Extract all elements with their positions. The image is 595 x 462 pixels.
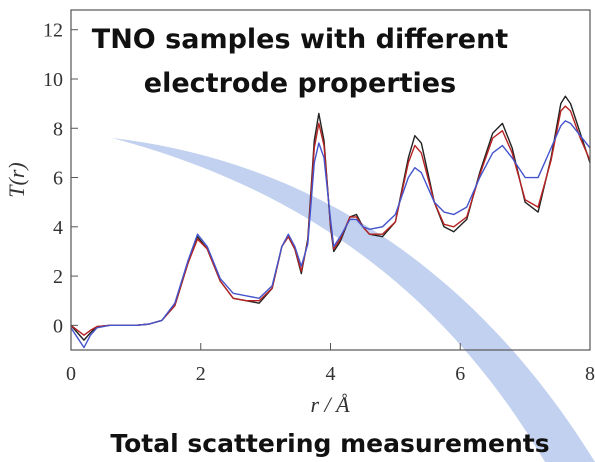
title-line: electrode properties	[144, 68, 456, 99]
plot	[70, 95, 591, 349]
y-tick-label: 12	[43, 20, 63, 42]
decor-arc	[112, 138, 595, 462]
series-line	[70, 120, 591, 349]
y-tick-label: 8	[53, 118, 63, 140]
title-line: TNO samples with different	[92, 24, 508, 55]
y-tick-label: 2	[53, 266, 63, 288]
x-tick-label: 6	[455, 363, 465, 385]
x-axis-label: r / Å	[310, 392, 350, 417]
x-tick-label: 4	[326, 363, 336, 385]
y-tick-label: 0	[53, 315, 63, 337]
y-tick-label: 6	[53, 168, 63, 190]
x-tick-label: 2	[196, 363, 206, 385]
y-tick-label: 4	[53, 217, 63, 239]
caption: Total scattering measurements	[110, 429, 549, 458]
y-axis-label: T(r)	[4, 162, 29, 197]
y-tick-label: 10	[43, 69, 63, 91]
x-tick-label: 8	[585, 363, 595, 385]
x-tick-label: 0	[66, 363, 76, 385]
plot-frame	[70, 9, 591, 351]
